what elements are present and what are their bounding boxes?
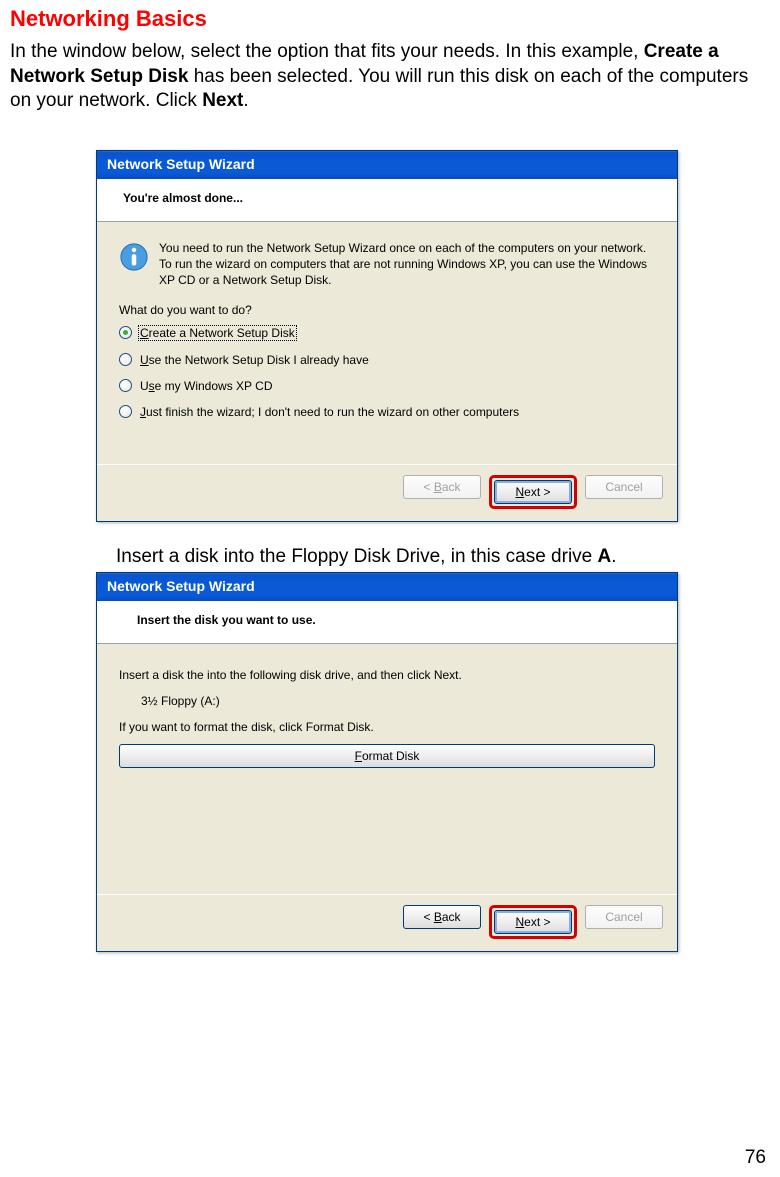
back-pre: < xyxy=(423,480,433,494)
page-number: 76 xyxy=(745,1147,766,1169)
dialog-banner: You're almost done... xyxy=(97,179,677,222)
radio-icon xyxy=(119,353,132,366)
next-button-highlight: Next > xyxy=(489,475,577,509)
intro-bold-2: Next xyxy=(202,90,243,111)
dialog-banner: Insert the disk you want to use. xyxy=(97,601,677,644)
mnemonic: N xyxy=(515,485,524,499)
cancel-button: Cancel xyxy=(585,905,663,929)
mnemonic: B xyxy=(434,480,442,494)
back-button[interactable]: < Back xyxy=(403,905,481,929)
radio-label: Just finish the wizard; I don't need to … xyxy=(140,405,519,419)
page-heading: Networking Basics xyxy=(10,6,770,32)
radio-label: Use the Network Setup Disk I already hav… xyxy=(140,353,369,367)
dialog-body: You need to run the Network Setup Wizard… xyxy=(97,222,677,464)
radio-label: Use my Windows XP CD xyxy=(140,379,272,393)
banner-title: Insert the disk you want to use. xyxy=(137,613,657,627)
radio-option-create-disk[interactable]: Create a Network Setup Disk xyxy=(119,325,655,341)
question-label: What do you want to do? xyxy=(119,303,655,317)
dialog-body: Insert a disk the into the following dis… xyxy=(97,644,677,894)
radio-icon xyxy=(119,405,132,418)
radio-option-just-finish[interactable]: Just finish the wizard; I don't need to … xyxy=(119,405,655,419)
label-text: se the Network Setup Disk I already have xyxy=(149,353,369,367)
intro-paragraph: In the window below, select the option t… xyxy=(10,40,770,114)
radio-option-use-xp-cd[interactable]: Use my Windows XP CD xyxy=(119,379,655,393)
dialog-titlebar[interactable]: Network Setup Wizard xyxy=(97,573,677,601)
label-text: ust finish the wizard; I don't need to r… xyxy=(146,405,519,419)
mid-text-1: Insert a disk into the Floppy Disk Drive… xyxy=(116,546,598,567)
mid-bold: A xyxy=(598,546,612,567)
mid-text-2: . xyxy=(611,546,616,567)
format-post: ormat Disk xyxy=(362,749,419,763)
network-setup-wizard-dialog-1: Network Setup Wizard You're almost done.… xyxy=(96,150,678,522)
back-pre: < xyxy=(423,910,433,924)
banner-title: You're almost done... xyxy=(123,191,657,205)
dialog-button-bar: < Back Next > Cancel xyxy=(97,894,677,951)
back-post: ack xyxy=(442,910,461,924)
mnemonic: F xyxy=(355,749,362,763)
mnemonic: C xyxy=(140,326,149,340)
next-post: ext > xyxy=(524,915,550,929)
radio-option-use-existing-disk[interactable]: Use the Network Setup Disk I already hav… xyxy=(119,353,655,367)
format-disk-button[interactable]: Format Disk xyxy=(119,744,655,768)
label-text: e my Windows XP CD xyxy=(155,379,273,393)
next-button-highlight: Next > xyxy=(489,905,577,939)
next-post: ext > xyxy=(524,485,550,499)
dialog-titlebar[interactable]: Network Setup Wizard xyxy=(97,151,677,179)
next-button[interactable]: Next > xyxy=(494,480,572,504)
mnemonic: U xyxy=(140,353,149,367)
info-text: You need to run the Network Setup Wizard… xyxy=(159,240,655,289)
network-setup-wizard-dialog-2: Network Setup Wizard Insert the disk you… xyxy=(96,572,678,952)
instruction-line-1: Insert a disk the into the following dis… xyxy=(119,668,655,682)
drive-label: 3½ Floppy (A:) xyxy=(141,694,655,708)
back-button: < Back xyxy=(403,475,481,499)
intro-text-3: . xyxy=(243,90,248,111)
cancel-button: Cancel xyxy=(585,475,663,499)
back-post: ack xyxy=(442,480,461,494)
mnemonic: N xyxy=(515,915,524,929)
mnemonic: B xyxy=(434,910,442,924)
info-row: You need to run the Network Setup Wizard… xyxy=(119,240,655,289)
radio-icon xyxy=(119,379,132,392)
next-button[interactable]: Next > xyxy=(494,910,572,934)
radio-icon xyxy=(119,326,132,339)
dialog-button-bar: < Back Next > Cancel xyxy=(97,464,677,521)
info-icon xyxy=(119,242,149,272)
intro-text-1: In the window below, select the option t… xyxy=(10,41,644,62)
mid-paragraph: Insert a disk into the Floppy Disk Drive… xyxy=(116,546,770,568)
instruction-line-2: If you want to format the disk, click Fo… xyxy=(119,720,655,734)
label-text: reate a Network Setup Disk xyxy=(149,326,295,340)
radio-label: Create a Network Setup Disk xyxy=(138,325,297,341)
label-pre: U xyxy=(140,379,149,393)
